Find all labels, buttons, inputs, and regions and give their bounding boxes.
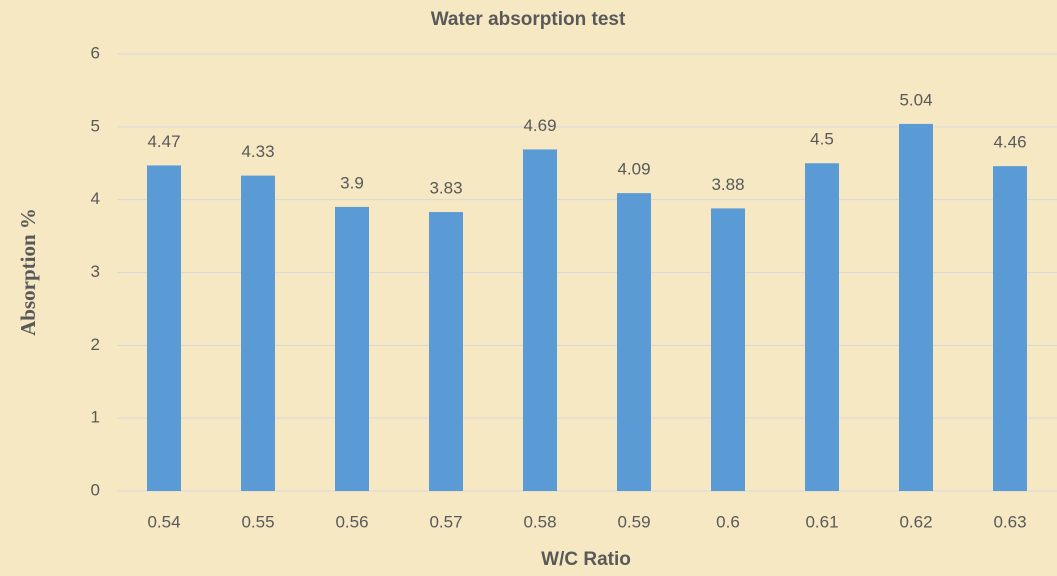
bar bbox=[711, 208, 745, 491]
x-axis-label: W/C Ratio bbox=[541, 549, 631, 570]
bar bbox=[241, 175, 275, 492]
y-tick-label: 2 bbox=[91, 335, 100, 354]
x-tick-label: 0.61 bbox=[805, 512, 838, 531]
bar bbox=[523, 149, 557, 491]
bar bbox=[617, 193, 651, 491]
data-label: 3.88 bbox=[711, 175, 744, 194]
data-label: 4.09 bbox=[617, 160, 650, 179]
x-tick-label: 0.63 bbox=[993, 512, 1026, 531]
x-tick-label: 0.58 bbox=[523, 512, 556, 531]
x-tick-label: 0.55 bbox=[241, 512, 274, 531]
bar bbox=[335, 206, 369, 491]
x-tick-label: 0.6 bbox=[716, 512, 740, 531]
data-label: 3.83 bbox=[429, 179, 462, 198]
data-label: 4.69 bbox=[523, 116, 556, 135]
bar bbox=[805, 163, 839, 491]
y-tick-label: 1 bbox=[91, 408, 100, 427]
bar bbox=[429, 212, 463, 491]
chart-title: Water absorption test bbox=[431, 9, 626, 30]
y-tick-label: 3 bbox=[91, 262, 100, 281]
y-tick-label: 0 bbox=[91, 480, 100, 499]
y-tick-label: 6 bbox=[91, 43, 100, 62]
bar bbox=[899, 123, 933, 492]
data-label: 5.04 bbox=[899, 90, 932, 109]
x-tick-label: 0.56 bbox=[335, 512, 368, 531]
data-label: 4.33 bbox=[241, 142, 274, 161]
y-axis-label: Absorption % bbox=[16, 208, 40, 336]
y-tick-label: 5 bbox=[91, 116, 100, 135]
data-label: 4.5 bbox=[810, 130, 834, 149]
x-tick-label: 0.62 bbox=[899, 512, 932, 531]
bar bbox=[993, 166, 1027, 491]
x-tick-label: 0.59 bbox=[617, 512, 650, 531]
data-label: 3.9 bbox=[340, 173, 364, 192]
x-tick-label: 0.57 bbox=[429, 512, 462, 531]
x-tick-label: 0.54 bbox=[147, 512, 180, 531]
y-tick-label: 4 bbox=[91, 189, 100, 208]
data-label: 4.46 bbox=[993, 133, 1026, 152]
data-label: 4.47 bbox=[147, 132, 180, 151]
bar bbox=[147, 165, 181, 491]
